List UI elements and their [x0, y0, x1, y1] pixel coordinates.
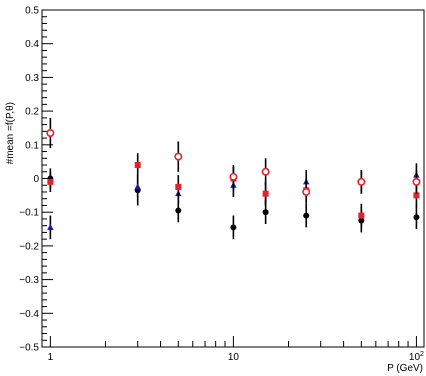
data-point-circle	[230, 224, 237, 231]
data-point-square	[134, 162, 141, 169]
series-open-circle	[46, 117, 421, 204]
data-point-open-circle	[229, 172, 238, 181]
data-point-open-circle	[174, 152, 183, 161]
data-point-circle	[175, 207, 182, 214]
data-point-circle	[303, 212, 310, 219]
data-point-open-circle	[357, 177, 366, 186]
data-point-open-circle	[261, 167, 270, 176]
data-point-circle	[413, 214, 420, 221]
data-points	[46, 117, 421, 240]
data-point-open-circle	[46, 129, 55, 138]
y-tick-label: 0.5	[25, 6, 39, 17]
tick-labels: −0.5 −0.4 −0.3 −0.2 −0.1 0 0.1 0.2 0.3 0.4 0.5 1 10 1…	[19, 6, 424, 364]
y-tick-label: 0.2	[25, 107, 39, 118]
y-tick-label: 0.1	[25, 140, 39, 151]
y-tick-label: −0.5	[19, 343, 39, 354]
y-tick-label: −0.3	[19, 275, 39, 286]
y-tick-label: 0.4	[25, 39, 39, 50]
data-point-square	[47, 178, 54, 185]
y-tick-label: −0.1	[19, 208, 39, 219]
x-axis-title: P (GeV)	[387, 363, 423, 374]
y-tick-label: 0	[33, 174, 39, 185]
data-point-open-circle	[302, 187, 311, 196]
data-point-triangle	[47, 223, 54, 230]
x-tick-label: 1	[48, 352, 54, 363]
y-tick-label: −0.4	[19, 309, 39, 320]
y-tick-label: 0.3	[25, 73, 39, 84]
y-axis-title: #mean =f(P,θ)	[5, 102, 16, 164]
x-tick-label: 10	[228, 352, 240, 363]
x-tick-label: 102	[409, 351, 424, 363]
data-point-open-circle	[412, 177, 421, 186]
plot-frame	[41, 9, 425, 348]
data-point-square	[175, 183, 182, 190]
data-point-square	[358, 212, 365, 219]
data-point-circle	[262, 209, 269, 216]
y-tick-label: −0.2	[19, 241, 39, 252]
data-point-square	[413, 192, 420, 199]
data-point-square	[262, 190, 269, 197]
data-point-triangle	[134, 183, 141, 190]
